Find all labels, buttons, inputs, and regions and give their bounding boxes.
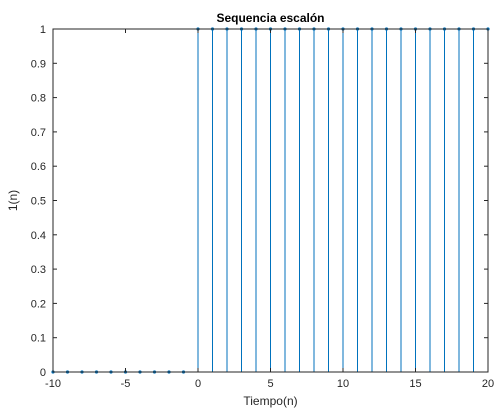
y-tick-label: 0.1	[31, 333, 46, 345]
y-tick-label: 1	[40, 24, 46, 36]
x-tick-label: 15	[409, 378, 421, 390]
x-tick-label: -10	[45, 378, 61, 390]
x-axis: -10 -5 0 5 10 15 20	[45, 29, 494, 390]
y-tick-label: 0	[40, 367, 46, 379]
y-tick-label: 0.5	[31, 196, 46, 208]
x-tick-label: 20	[482, 378, 494, 390]
x-axis-label: Tiempo(n)	[243, 394, 297, 408]
y-axis: 0 0.1 0.2 0.3 0.4 0.5 0.6 0.7 0.8 0.9 1	[31, 24, 488, 379]
y-axis-label: 1(n)	[6, 190, 20, 211]
y-tick-label: 0.2	[31, 298, 46, 310]
y-tick-label: 0.9	[31, 58, 46, 70]
chart-title: Sequencia escalón	[216, 11, 324, 25]
y-tick-label: 0.8	[31, 93, 46, 105]
y-tick-label: 0.7	[31, 127, 46, 139]
x-tick-label: 10	[337, 378, 349, 390]
x-tick-label: 5	[267, 378, 273, 390]
y-tick-label: 0.6	[31, 161, 46, 173]
y-tick-label: 0.4	[31, 230, 46, 242]
x-tick-label: -5	[121, 378, 131, 390]
y-tick-label: 0.3	[31, 264, 46, 276]
x-tick-label: 0	[195, 378, 201, 390]
